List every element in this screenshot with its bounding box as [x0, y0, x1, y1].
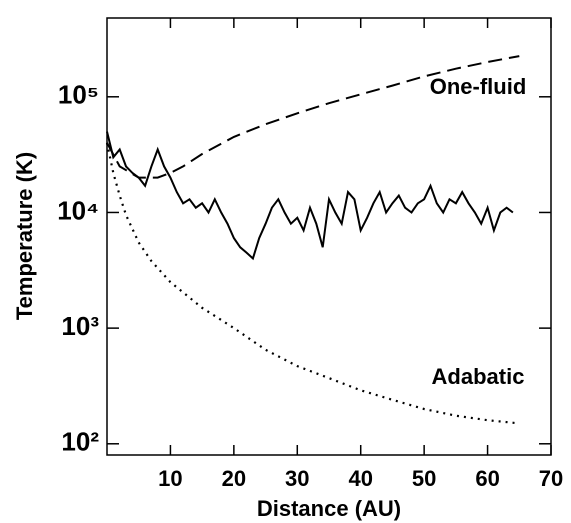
x-tick-label: 60: [475, 466, 499, 491]
x-tick-label: 10: [158, 466, 182, 491]
series-label: One-fluid: [430, 74, 527, 99]
x-axis-label: Distance (AU): [257, 496, 401, 521]
y-axis-label: Temperature (K): [12, 152, 37, 320]
plot-frame: [106, 17, 552, 456]
x-tick-label: 20: [222, 466, 246, 491]
y-tick-label: 10²: [61, 427, 99, 457]
x-tick-label: 70: [539, 466, 563, 491]
series-label: Adabatic: [432, 364, 525, 389]
series-line: [106, 131, 514, 261]
x-tick-label: 50: [412, 466, 436, 491]
y-tick-label: 10³: [61, 311, 99, 341]
series-line: [106, 55, 520, 179]
x-tick-label: 40: [348, 466, 372, 491]
y-tick-label: 10⁴: [57, 195, 99, 225]
y-tick-label: 10⁵: [58, 80, 99, 110]
series-line: [105, 142, 520, 425]
x-tick-label: 30: [285, 466, 309, 491]
